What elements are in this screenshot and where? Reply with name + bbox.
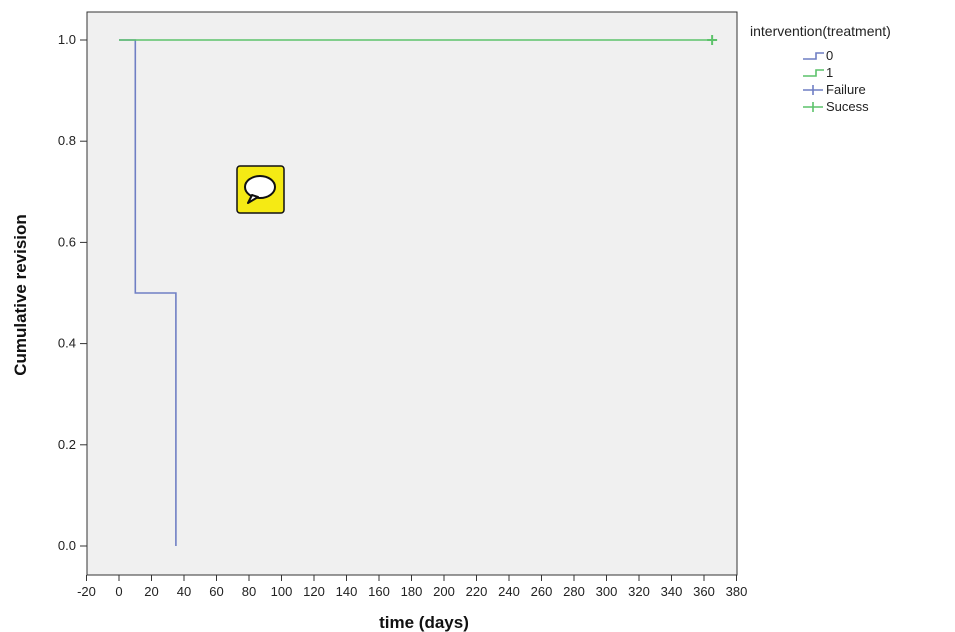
- x-tick-label: 160: [368, 584, 390, 599]
- y-tick-label: 0.2: [58, 437, 76, 452]
- legend-item-0: 0: [803, 48, 833, 63]
- series-layer: [119, 39, 713, 546]
- legend-step-icon: [803, 69, 824, 77]
- censor-layer: [707, 35, 718, 45]
- y-axis: 0.0 0.2 0.4 0.6 0.8 1.0: [58, 32, 87, 553]
- x-tick-label: 320: [628, 584, 650, 599]
- y-axis-title: Cumulative revision: [11, 214, 30, 376]
- x-axis-title: time (days): [379, 613, 469, 632]
- x-tick-label: 0: [115, 584, 122, 599]
- legend-title: intervention(treatment): [750, 23, 891, 39]
- x-tick-label: 200: [433, 584, 455, 599]
- legend: intervention(treatment) 0 1 Failure Sucess: [750, 23, 891, 114]
- x-tick-label: 240: [498, 584, 520, 599]
- legend-cross-icon: [803, 102, 823, 112]
- legend-cross-icon: [803, 85, 823, 95]
- x-tick-label: 220: [466, 584, 488, 599]
- x-tick-label: -20: [77, 584, 96, 599]
- legend-label: Sucess: [826, 99, 869, 114]
- y-tick-label: 0.8: [58, 133, 76, 148]
- legend-step-icon: [803, 52, 824, 60]
- y-tick-label: 1.0: [58, 32, 76, 47]
- y-tick-label: 0.6: [58, 234, 76, 249]
- legend-item-failure: Failure: [803, 82, 866, 97]
- x-tick-label: 140: [336, 584, 358, 599]
- y-tick-label: 0.4: [58, 336, 76, 351]
- legend-label: Failure: [826, 82, 866, 97]
- x-tick-label: 300: [596, 584, 618, 599]
- legend-item-sucess: Sucess: [803, 99, 869, 114]
- x-axis: -20 0 20 40 60 80 100 120 140 160 180 200 220 240 260 2…: [77, 575, 747, 599]
- x-tick-label: 340: [661, 584, 683, 599]
- legend-label: 0: [826, 48, 833, 63]
- speech-bubble-icon: [244, 175, 276, 204]
- x-tick-label: 20: [144, 584, 158, 599]
- x-tick-label: 360: [693, 584, 715, 599]
- legend-item-1: 1: [803, 65, 833, 80]
- y-tick-label: 0.0: [58, 538, 76, 553]
- censor-mark-sucess: [707, 35, 718, 45]
- plot-area: [86, 11, 738, 576]
- x-tick-label: 100: [271, 584, 293, 599]
- x-tick-label: 280: [563, 584, 585, 599]
- x-tick-label: 80: [242, 584, 256, 599]
- x-tick-label: 380: [726, 584, 748, 599]
- x-tick-label: 120: [303, 584, 325, 599]
- comment-overlay[interactable]: [236, 165, 285, 214]
- x-tick-label: 60: [209, 584, 223, 599]
- x-tick-label: 260: [531, 584, 553, 599]
- x-tick-label: 40: [177, 584, 191, 599]
- x-tick-label: 180: [401, 584, 423, 599]
- legend-label: 1: [826, 65, 833, 80]
